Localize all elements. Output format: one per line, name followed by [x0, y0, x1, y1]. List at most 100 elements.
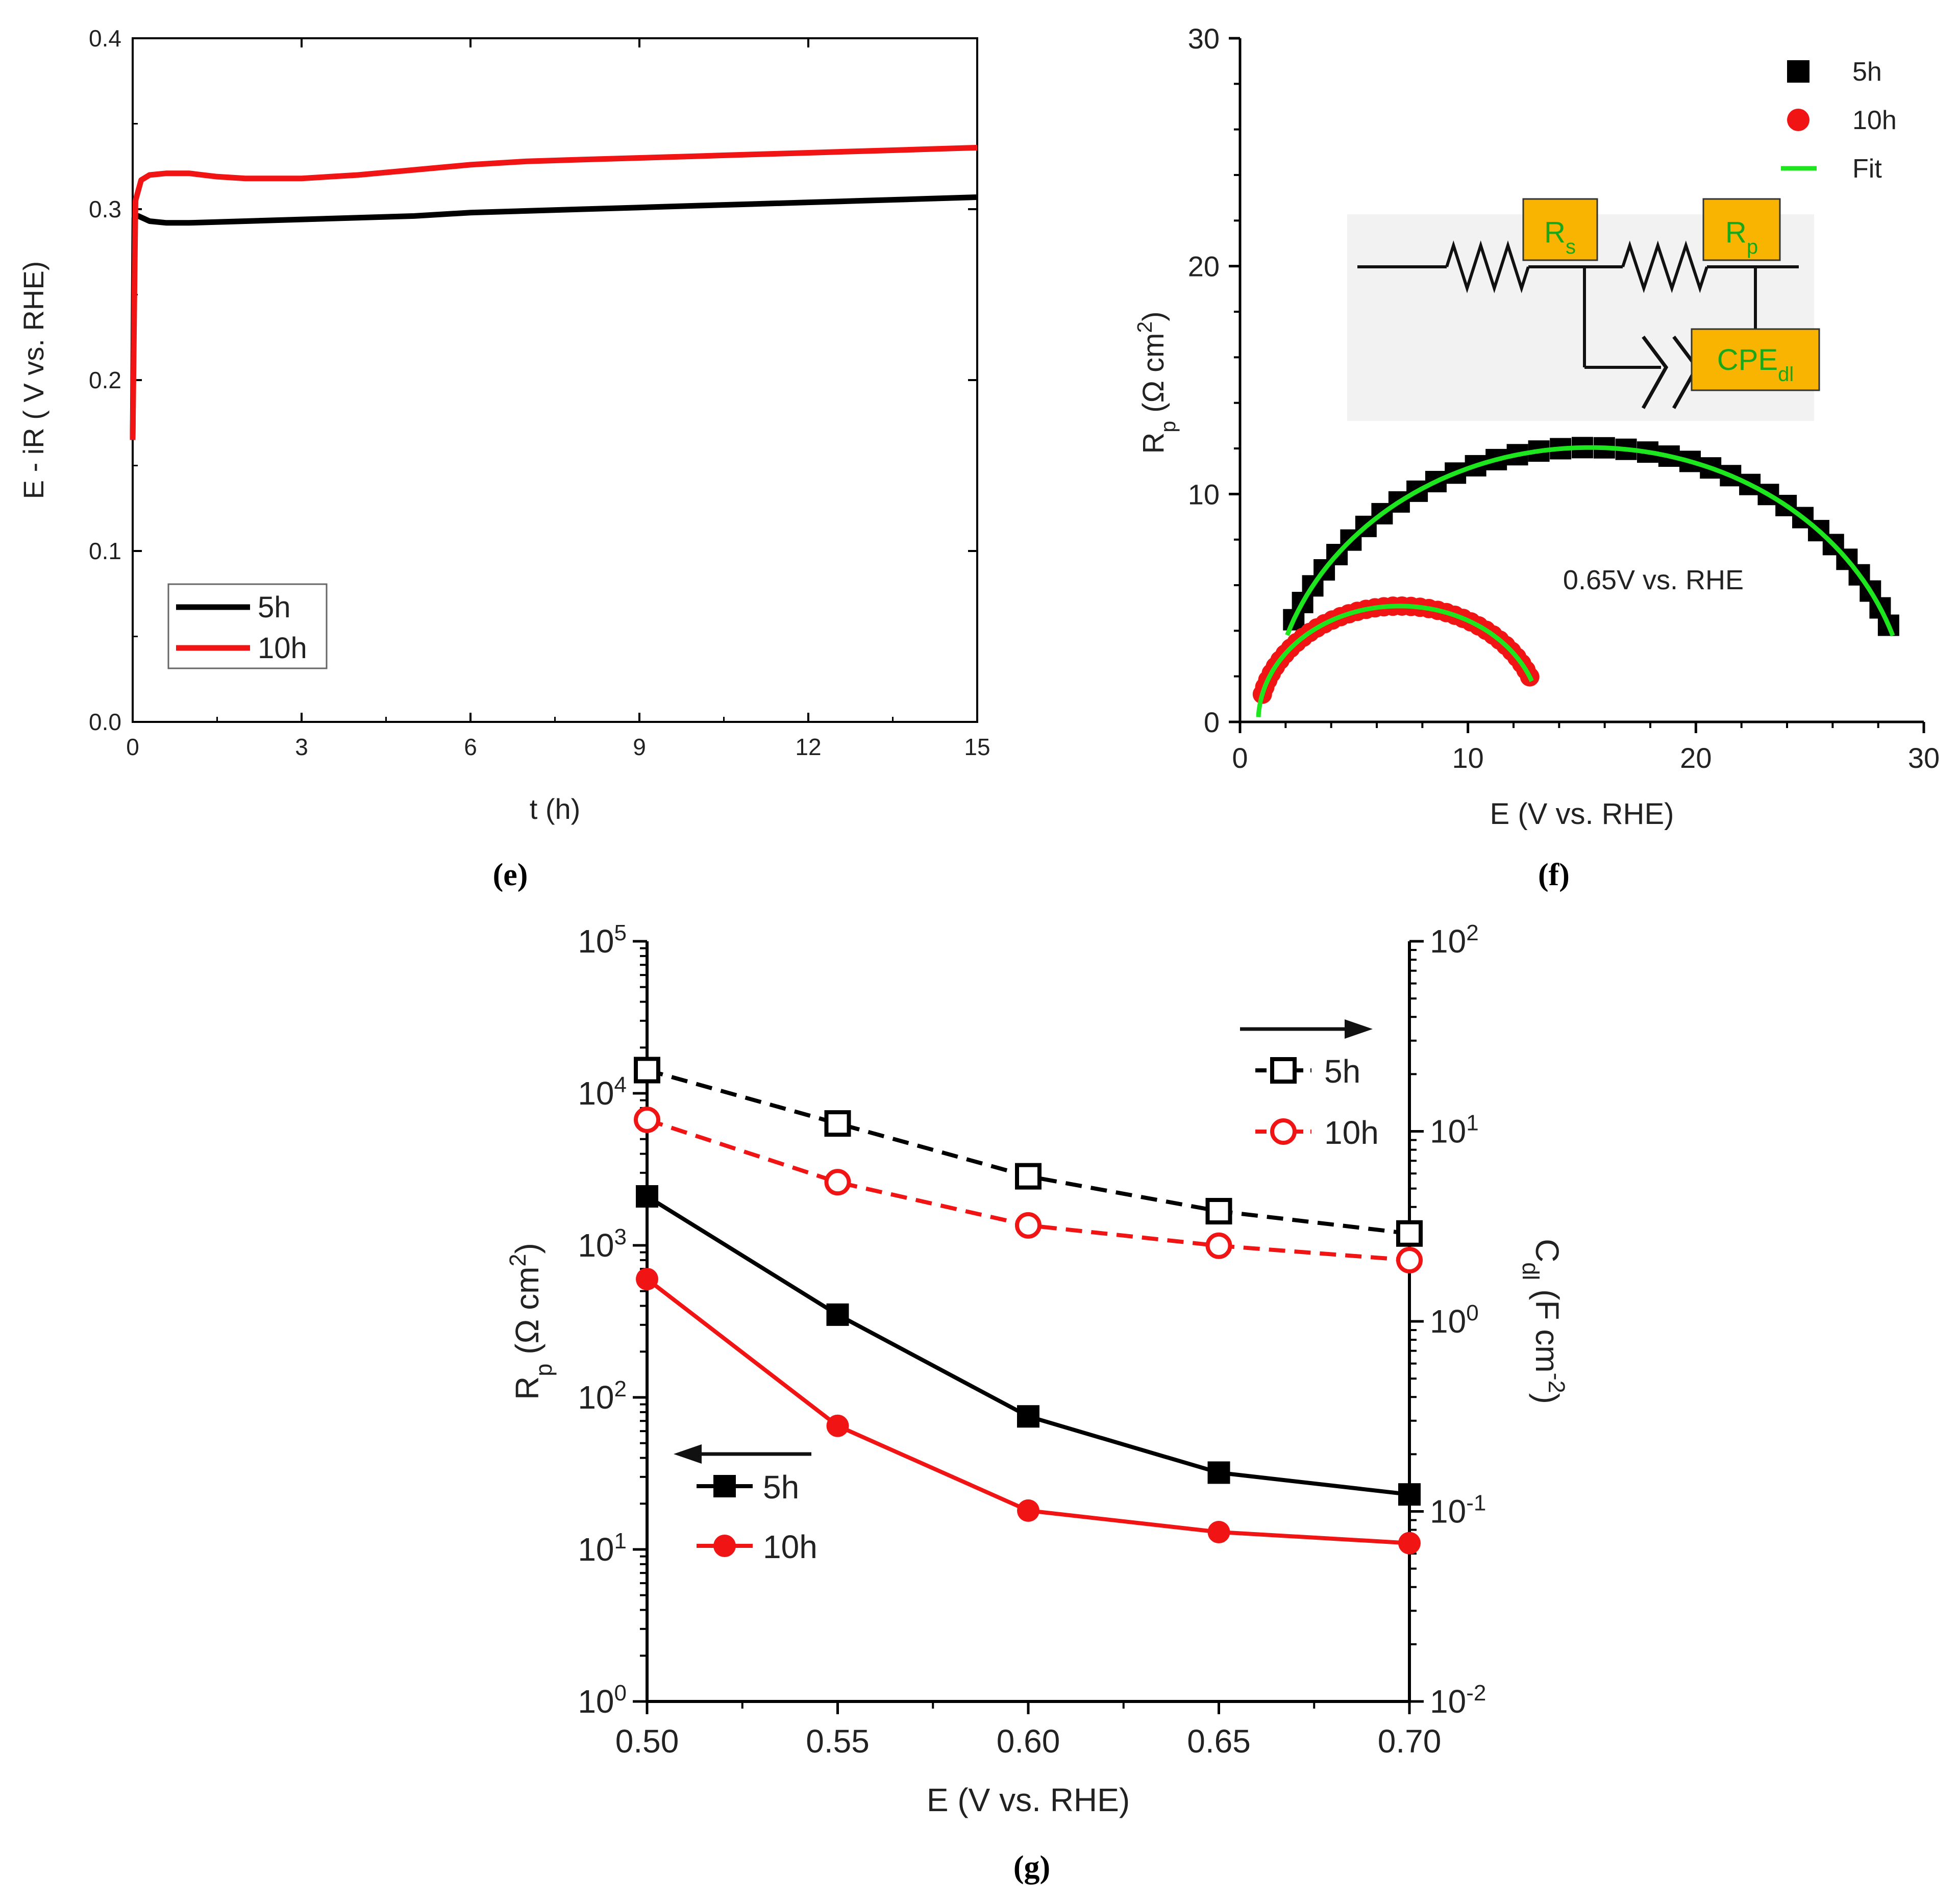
legend-label: 10h: [258, 632, 307, 665]
legend-right-label: 10h: [1324, 1114, 1379, 1151]
rp-label: Rp: [1725, 216, 1758, 258]
tick-base: 10: [578, 1227, 614, 1264]
tick-exp: -2: [1466, 1681, 1486, 1706]
tick-base: 10: [1430, 1113, 1466, 1150]
y-axis-label-unit: (Ω cm: [1137, 333, 1170, 421]
legend-marker-10h: [1787, 109, 1810, 131]
x-tick-label: 0.60: [997, 1723, 1060, 1760]
x-tick-label: 30: [1908, 742, 1940, 774]
legend-marker-5h: [1787, 60, 1810, 83]
tick-base: 10: [578, 923, 614, 960]
cpe-main: CPE: [1717, 343, 1778, 377]
data-point-right-5h: [1396, 1220, 1423, 1247]
y-tick-label: 0.4: [89, 25, 121, 52]
data-point-left-5h: [636, 1185, 658, 1208]
y-axis-label-close: ): [1137, 311, 1170, 321]
y-axis-label-sup: 2: [1133, 321, 1156, 333]
tick-exp: 3: [614, 1224, 627, 1249]
tick-base: 10: [578, 1075, 614, 1112]
panel-label: (g): [1013, 1850, 1050, 1885]
x-tick-label: 0.55: [806, 1723, 870, 1760]
legend-box: [167, 583, 328, 669]
tick-base: 10: [578, 1683, 614, 1720]
x-axis-label: E (V vs. RHE): [927, 1782, 1130, 1818]
legend-right-marker-10h: [1270, 1118, 1297, 1145]
data-point-left-10h: [1398, 1532, 1421, 1555]
right-axis-label: Cdl (F cm-2): [1518, 1239, 1570, 1404]
tick-base: 10: [578, 1531, 614, 1568]
fit-curve: [1256, 604, 1534, 717]
rs-main: R: [1544, 216, 1566, 249]
series-line-left-5h: [646, 1194, 1410, 1497]
x-tick-label: 10: [1452, 742, 1484, 774]
left-axis-label-close: ): [509, 1243, 546, 1254]
y-tick-label: 20: [1188, 250, 1220, 283]
y-tick-label: 0.1: [89, 538, 121, 564]
data-point-right-10h: [1015, 1212, 1042, 1239]
data-point-right-5h: [1205, 1198, 1232, 1225]
left-axis-label-main: R: [509, 1376, 546, 1400]
cpe-plate-icon: [1641, 335, 1669, 409]
data-point-right-10h: [1396, 1246, 1423, 1273]
data-point-left-5h: [1398, 1483, 1421, 1506]
y-tick-label: 0.3: [89, 196, 121, 222]
cpe-sub: dl: [1778, 363, 1794, 386]
y-axis-label-main: R: [1137, 433, 1170, 454]
right-tick-label: 100: [1430, 1300, 1479, 1340]
data-point-left-10h: [826, 1414, 849, 1437]
tick-exp: 0: [1466, 1300, 1478, 1325]
left-axis-label-unit: (Ω cm: [509, 1267, 546, 1364]
panel-label: (e): [493, 858, 528, 892]
series-line-10h: [130, 144, 978, 440]
x-tick-label: 20: [1680, 742, 1712, 774]
right-axis-label-sub: dl: [1518, 1262, 1544, 1280]
tick-base: 10: [578, 1379, 614, 1416]
y-tick-label: 30: [1188, 22, 1220, 55]
left-axis-arrowhead-icon: [674, 1444, 702, 1464]
right-tick-label: 10-2: [1430, 1681, 1486, 1720]
series-line-5h: [130, 194, 978, 440]
x-tick-label: 0.65: [1187, 1723, 1251, 1760]
right-tick-label: 10-1: [1430, 1490, 1486, 1530]
annotation-potential: 0.65V vs. RHE: [1563, 565, 1744, 595]
panel-label: (f): [1538, 858, 1570, 892]
y-tick-label: 0.0: [89, 709, 121, 735]
tick-exp: 0: [614, 1681, 627, 1706]
data-point-left-10h: [1017, 1499, 1039, 1522]
left-axis-label-sup: 2: [505, 1254, 531, 1267]
data-point-right-5h: [1015, 1163, 1042, 1190]
tick-exp: -1: [1466, 1490, 1486, 1515]
rp-main: R: [1725, 216, 1747, 249]
data-point-left-5h: [1207, 1461, 1230, 1484]
right-axis-label-close: ): [1529, 1393, 1566, 1404]
y-axis-label: E - iR ( V vs. RHE): [17, 261, 49, 499]
rs-label: Rs: [1544, 216, 1576, 258]
left-tick-label: 101: [578, 1529, 627, 1568]
y-tick-label: 10: [1188, 478, 1220, 510]
rp-box: [1702, 198, 1781, 261]
legend-left-marker-10h: [713, 1535, 736, 1557]
tick-exp: 2: [614, 1376, 627, 1401]
cpe-box: [1691, 328, 1820, 391]
rs-sub: s: [1566, 236, 1576, 258]
data-point-right-5h: [634, 1057, 660, 1084]
tick-exp: 4: [614, 1072, 627, 1097]
tick-base: 10: [1430, 1683, 1466, 1720]
y-tick-label: 0: [1204, 706, 1220, 738]
data-point-left-10h: [636, 1268, 658, 1291]
right-tick-label: 102: [1430, 920, 1479, 960]
right-axis-label-sup: -2: [1544, 1373, 1570, 1393]
data-point-right-10h: [634, 1106, 660, 1133]
rp-sub: p: [1747, 236, 1758, 258]
y-axis-label-sub: p: [1156, 421, 1180, 433]
left-axis-label-sub: p: [531, 1364, 557, 1376]
legend-label: 10h: [1852, 106, 1897, 135]
left-tick-label: 104: [578, 1072, 627, 1112]
x-tick-label: 0: [126, 734, 139, 760]
legend-label: Fit: [1852, 154, 1882, 184]
x-tick-label: 3: [295, 734, 308, 760]
fit-curve: [1285, 445, 1895, 637]
